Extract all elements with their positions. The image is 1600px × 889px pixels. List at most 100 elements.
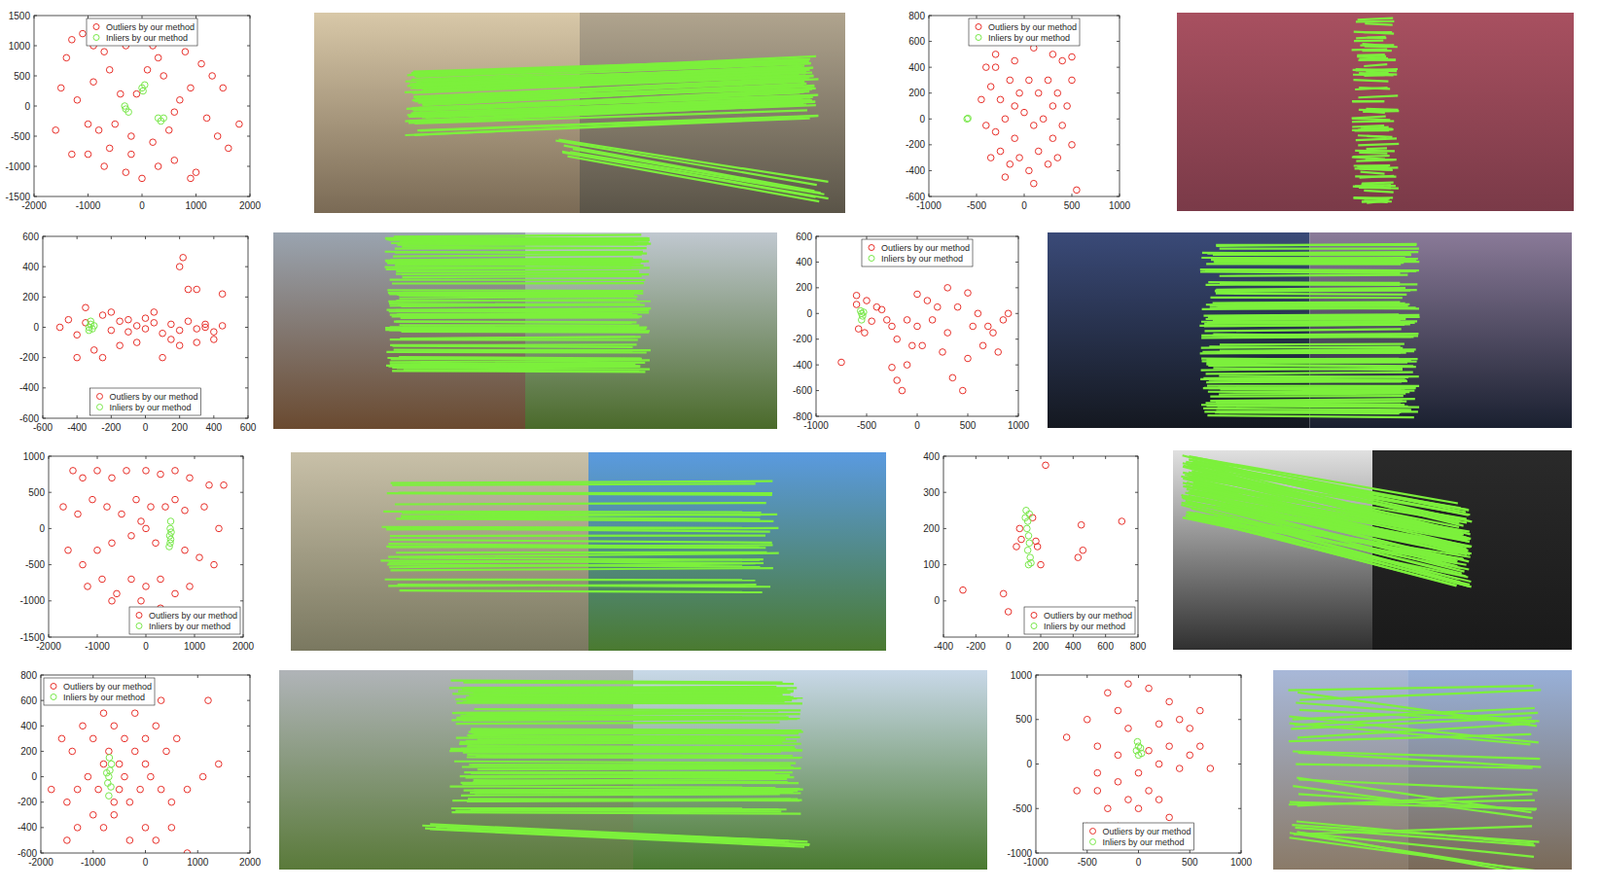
y-tick — [247, 75, 250, 77]
point — [171, 157, 178, 165]
point — [1049, 103, 1057, 110]
x-tick — [213, 415, 214, 419]
y-tick-label: 1000 — [23, 451, 46, 463]
point — [202, 323, 210, 331]
y-tick-label: 1000 — [1010, 670, 1033, 681]
match-line — [391, 282, 644, 285]
match-line — [1366, 146, 1387, 150]
x-tick — [110, 236, 112, 240]
point — [1026, 76, 1033, 84]
point — [219, 84, 227, 92]
point — [142, 525, 150, 533]
point — [187, 84, 195, 92]
y-tick-label: -200 — [905, 139, 925, 150]
x-tick-label: -1000 — [916, 200, 942, 212]
point — [898, 387, 906, 394]
legend-label: Outliers by our method — [988, 22, 1077, 33]
y-tick-label: -800 — [792, 411, 813, 423]
point — [159, 354, 167, 361]
y-tick — [928, 67, 932, 69]
match-line — [1207, 415, 1414, 418]
x-tick — [1024, 15, 1026, 19]
match-line — [1201, 404, 1409, 407]
point — [1083, 715, 1091, 723]
y-tick — [247, 45, 250, 47]
legend-marker — [93, 24, 100, 31]
legend-label: Outliers by our method — [148, 610, 238, 621]
point — [118, 510, 126, 518]
match-line — [401, 247, 647, 249]
match-line — [1206, 364, 1414, 367]
match-line — [1353, 32, 1394, 35]
x-tick-label: 400 — [1065, 640, 1082, 652]
x-tick-label: -400 — [933, 640, 954, 652]
point — [116, 342, 124, 350]
point — [115, 785, 123, 793]
legend-marker — [97, 404, 104, 411]
match-line — [394, 502, 767, 504]
y-tick — [247, 750, 250, 752]
match-line — [1356, 56, 1388, 59]
point — [1024, 525, 1032, 533]
match-line — [1206, 372, 1414, 375]
point — [100, 760, 107, 768]
match-line — [1351, 128, 1394, 132]
x-tick — [178, 236, 180, 240]
x-tick — [76, 236, 78, 240]
point — [996, 96, 1004, 104]
point — [1118, 518, 1126, 526]
point — [176, 326, 183, 334]
y-tick-label: 0 — [38, 523, 45, 534]
y-tick-label: 800 — [908, 10, 925, 22]
point — [73, 824, 81, 832]
point — [1135, 805, 1142, 813]
point — [909, 342, 917, 350]
match-line — [1218, 375, 1409, 378]
y-tick-label: 200 — [923, 523, 940, 534]
photo — [1173, 450, 1572, 650]
y-tick-label: 200 — [20, 746, 37, 757]
match-line — [1201, 333, 1419, 336]
y-tick — [1015, 364, 1019, 366]
match-line — [1358, 59, 1395, 61]
point — [1145, 684, 1153, 692]
point — [903, 317, 911, 324]
match-line — [389, 294, 632, 296]
legend-label: Outliers by our method — [1102, 826, 1192, 837]
point — [1094, 787, 1102, 795]
x-tick — [145, 456, 147, 460]
point — [104, 503, 111, 511]
point — [1039, 115, 1047, 123]
match-line — [390, 533, 766, 537]
point — [1094, 743, 1102, 750]
chart: -2000-1000010002000-1500-1000-5000500100… — [19, 451, 254, 653]
x-tick — [866, 236, 868, 240]
y-tick — [34, 136, 37, 138]
match-line — [1353, 39, 1384, 43]
y-tick-label: 0 — [24, 101, 31, 112]
y-tick — [245, 387, 249, 389]
point — [969, 322, 977, 330]
match-line — [1202, 359, 1418, 362]
y-tick — [48, 492, 52, 494]
match-line — [1209, 303, 1406, 306]
legend-marker — [136, 623, 143, 630]
match-line — [1208, 391, 1410, 394]
match-line — [396, 367, 650, 369]
match-line — [1361, 200, 1392, 203]
match-line — [395, 270, 640, 273]
x-tick — [110, 415, 112, 419]
point — [1016, 154, 1024, 162]
point — [1011, 57, 1019, 65]
point — [225, 144, 233, 152]
y-tick-label: 500 — [1015, 713, 1032, 725]
x-tick-label: -500 — [856, 420, 877, 431]
x-tick-label: 1000 — [183, 640, 207, 652]
point — [99, 575, 107, 583]
y-tick — [42, 296, 46, 298]
y-tick — [240, 600, 244, 602]
match-line — [1219, 248, 1420, 250]
y-tick-label: -1500 — [19, 632, 45, 643]
match-line — [1219, 342, 1405, 346]
y-tick — [1238, 718, 1242, 720]
